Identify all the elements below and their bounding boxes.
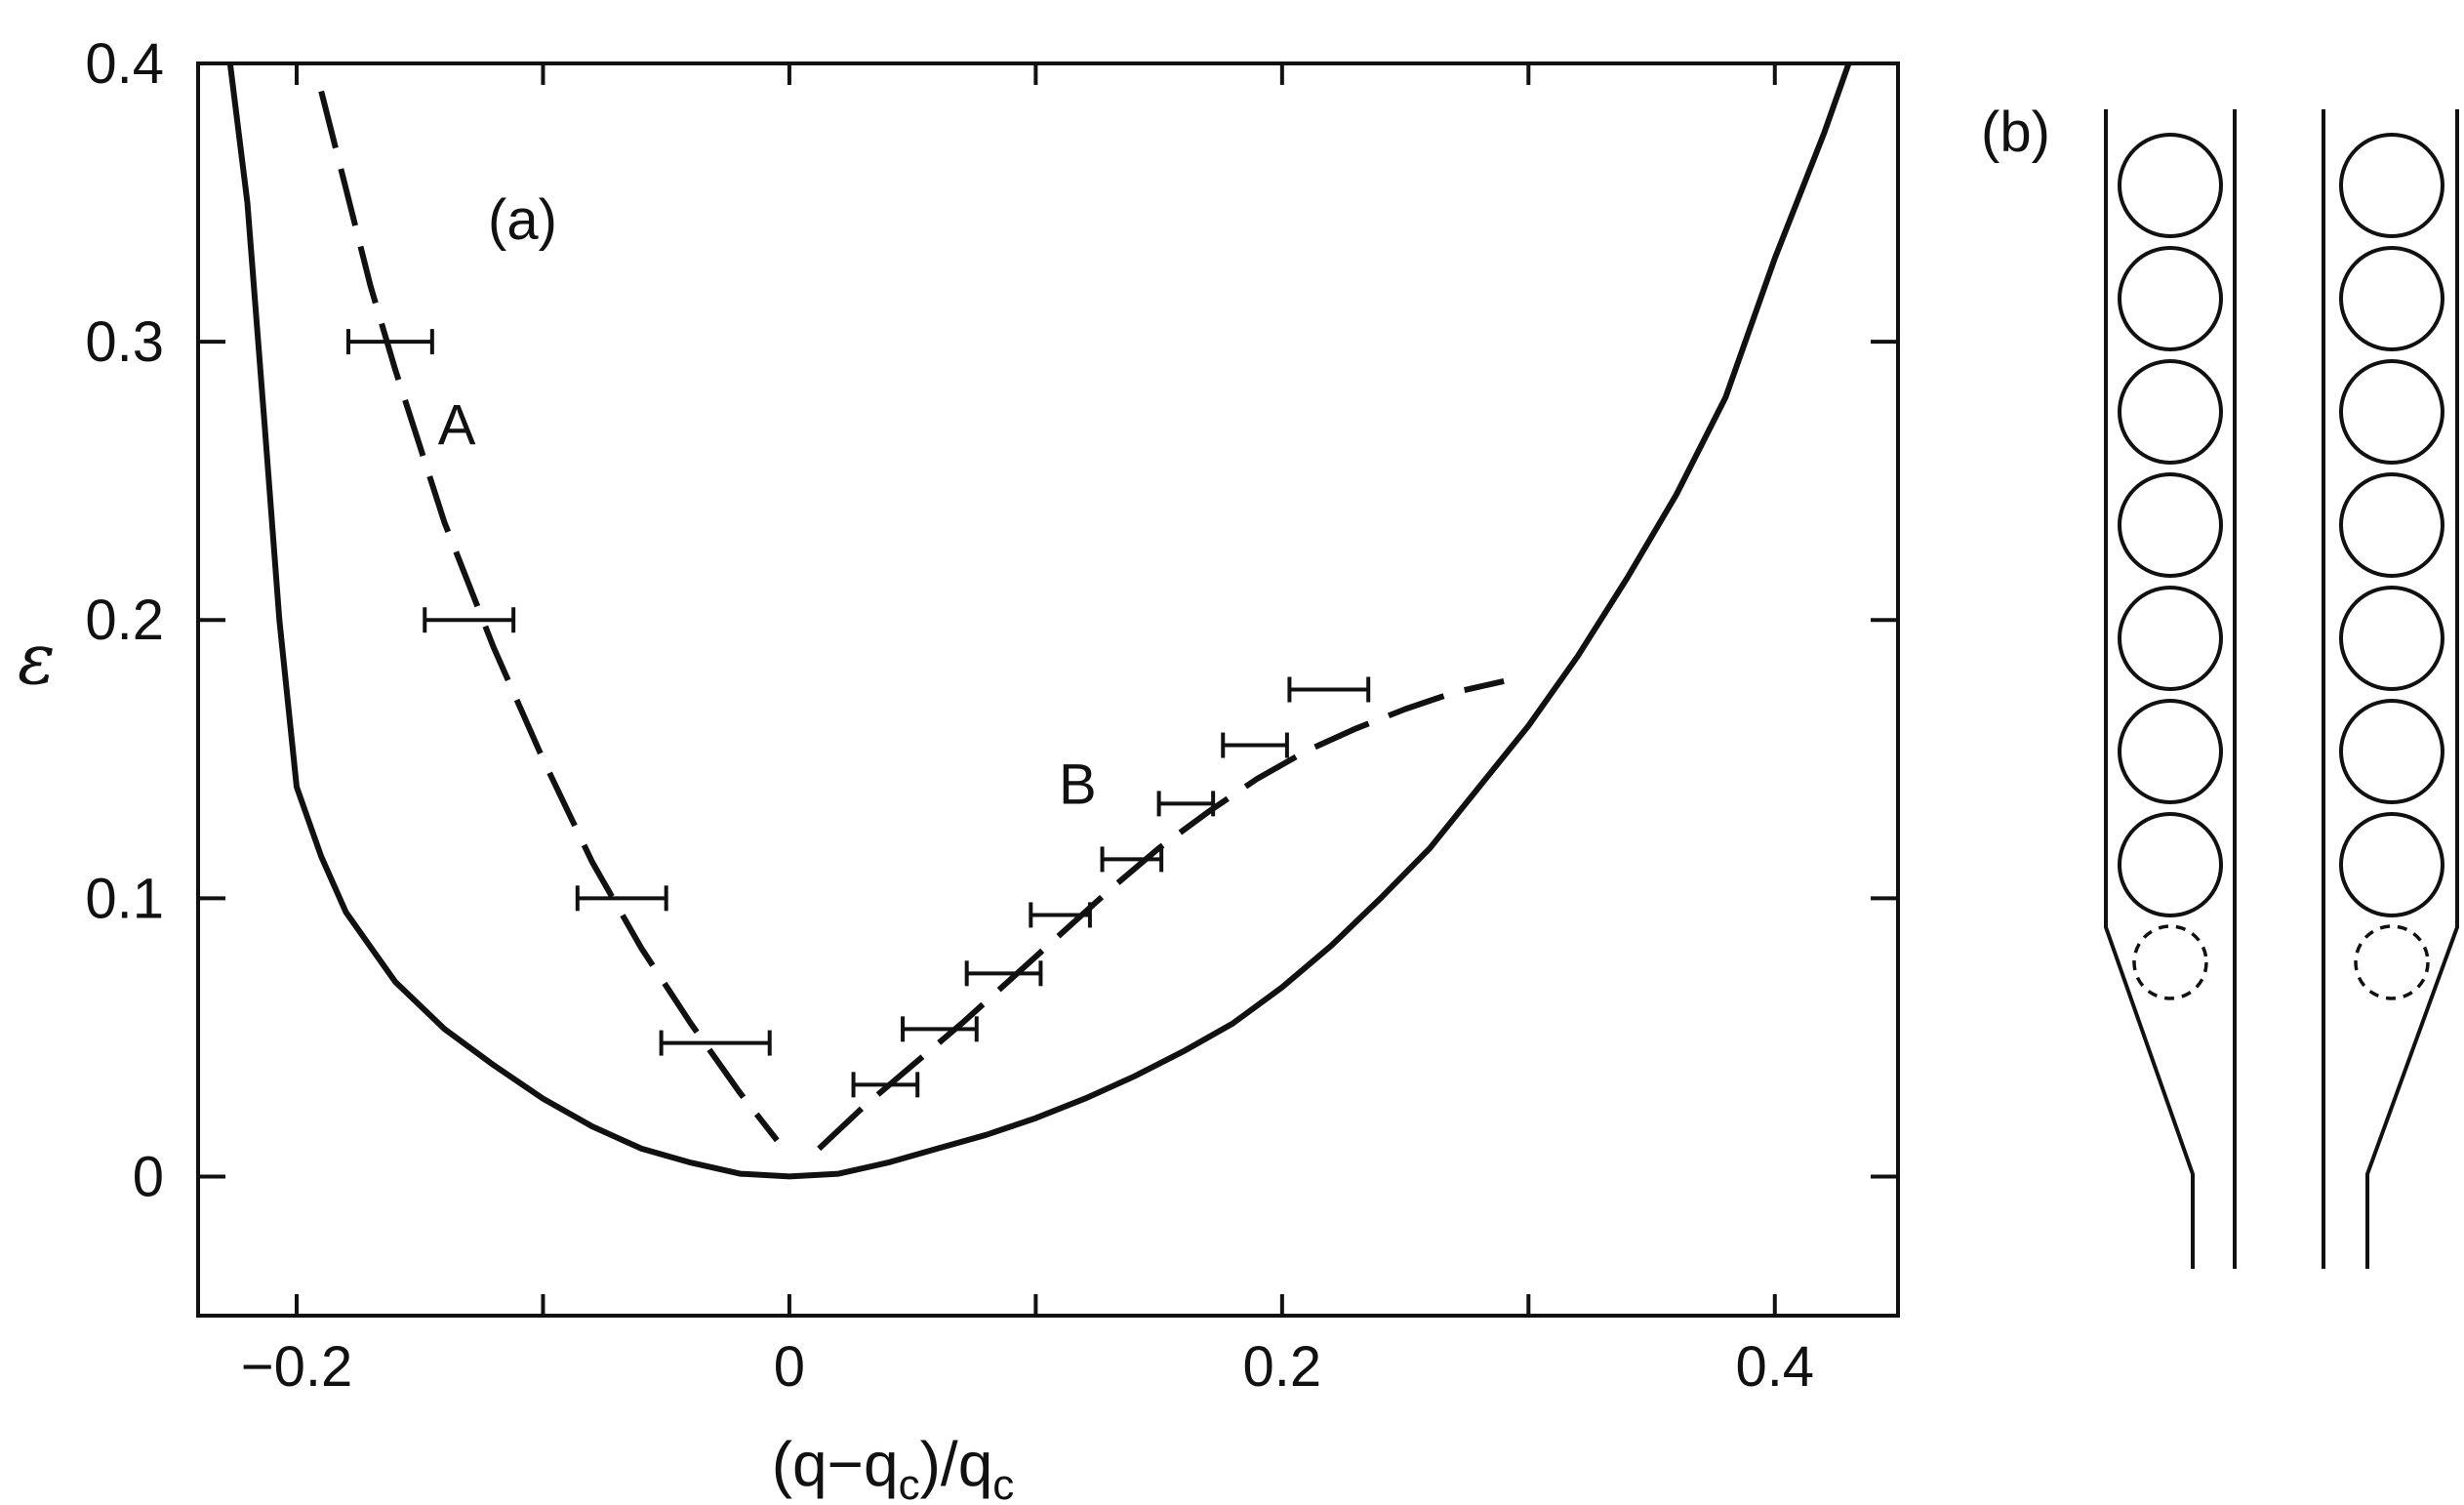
tube-wall-right [2365, 109, 2459, 1269]
panel-label-a: (a) [488, 188, 557, 252]
panel-b-diagram: (b) [1981, 101, 2459, 1269]
ball [2118, 699, 2223, 804]
ball [2339, 812, 2444, 917]
tube-right [2322, 109, 2459, 1269]
y-tick-label: 0.3 [85, 310, 164, 374]
ball [2339, 133, 2444, 238]
ball [2118, 246, 2223, 351]
x-axis-label-sub1: c [899, 1461, 920, 1505]
ball-dashed [2354, 924, 2430, 1000]
y-tick-label: 0.2 [85, 589, 164, 652]
error-bar [964, 960, 1043, 987]
x-axis-label: (q−qc)/qc [772, 1429, 1015, 1505]
ball [2118, 359, 2223, 465]
x-axis-label-mid: )/q [920, 1429, 993, 1499]
curves [226, 62, 1852, 1180]
ball [2118, 472, 2223, 578]
x-tick-label: 0.2 [1243, 1335, 1322, 1399]
curve-solid [226, 62, 1852, 1180]
ball [2339, 472, 2444, 578]
plot-frame [196, 61, 1900, 1318]
error-bars [346, 329, 1371, 1098]
error-bar [1100, 846, 1164, 873]
ball [2339, 699, 2444, 804]
curve-labels: AB [438, 394, 1097, 817]
error-bar [1221, 732, 1289, 758]
ball [2339, 586, 2444, 691]
y-tick-label: 0.4 [85, 32, 164, 96]
y-tick-label: 0.1 [85, 867, 164, 930]
curve-a [318, 90, 780, 1143]
x-tick-label: −0.2 [241, 1335, 353, 1399]
error-bar [1287, 676, 1371, 703]
error-bar [346, 329, 434, 355]
y-tick-label: 0 [133, 1145, 164, 1208]
curve-label-b: B [1059, 752, 1097, 816]
error-bar [851, 1072, 920, 1098]
ball [2118, 133, 2223, 238]
panel-label-b: (b) [1981, 101, 2050, 164]
error-bar [575, 885, 668, 912]
ball-dashed [2132, 924, 2208, 1000]
error-bar [1156, 791, 1216, 817]
curve-b [817, 677, 1505, 1152]
axis-ticks [198, 61, 1898, 1316]
ball [2339, 246, 2444, 351]
error-bar [423, 607, 516, 633]
error-bar [1029, 902, 1092, 928]
tube-wall-left [2104, 109, 2195, 1269]
panel-a-chart: −0.2 0 0.2 0.400.10.20.30.4 AB (a) ε (q−qc)… [18, 32, 1900, 1505]
ball [2118, 812, 2223, 917]
error-bar [901, 1016, 979, 1042]
ball [2118, 586, 2223, 691]
x-axis-label-main: (q−q [772, 1429, 899, 1499]
x-tick-label: 0 [774, 1335, 805, 1399]
curve-label-a: A [438, 394, 476, 458]
y-axis-label: ε [18, 618, 56, 700]
x-axis-label-sub2: c [992, 1461, 1014, 1505]
x-tick-label: 0.4 [1735, 1335, 1814, 1399]
tube-left [2104, 109, 2237, 1269]
ball [2339, 359, 2444, 465]
error-bar [659, 1030, 772, 1056]
tick-labels: −0.2 0 0.2 0.4 0 0.1 0.2 0.3 0.4 [85, 32, 1814, 1399]
